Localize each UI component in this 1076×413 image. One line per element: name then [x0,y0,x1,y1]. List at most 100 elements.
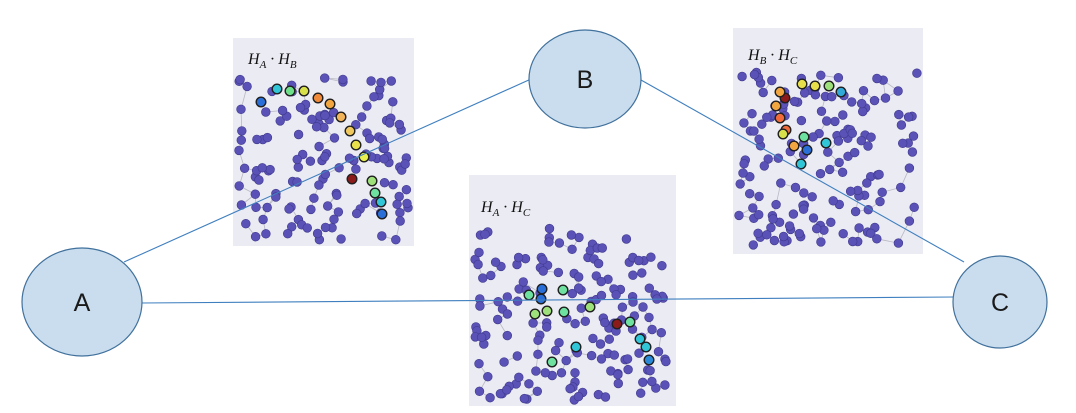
mesh-vertex [540,368,550,378]
highlighted-vertex [558,306,570,318]
highlighted-vertex [774,86,786,98]
mesh-vertex [261,229,271,239]
mesh-vertex [502,292,512,302]
mesh-vertex [277,105,288,116]
mesh-vertex [241,219,251,229]
mesh-vertex [532,386,542,396]
mesh-vertex [908,131,919,141]
highlighted-vertex [611,318,623,330]
mesh-vertex [307,114,317,125]
mesh-vertex [320,110,330,121]
mesh-vertex [566,230,577,240]
mesh-vertex [362,101,372,111]
mesh-vertex [357,112,367,122]
mesh-vertex [576,303,586,313]
mesh-vertex [753,210,764,220]
mesh-vertex [474,247,484,258]
mesh-vertex [596,354,607,364]
highlighted-vertex [312,92,324,104]
highlighted-vertex [284,85,296,97]
mesh-vertex [749,69,760,80]
mesh-vertex [799,88,810,98]
mesh-vertex [533,349,543,359]
mesh-vertex [262,132,273,143]
mesh-vertex [748,240,758,250]
mesh-vertex [528,318,538,328]
mesh-vertex [234,181,244,191]
highlighted-vertex [344,125,356,137]
mesh-vertex [402,198,412,209]
mesh-vertex [759,161,769,171]
mesh-vertex [796,115,807,126]
highlighted-vertex [624,316,636,328]
mesh-vertex [896,120,907,130]
mesh-vertex [600,392,611,402]
panel-bc-right-sub: C [790,55,798,67]
mesh-vertex [475,301,485,311]
mesh-vertex [593,258,604,269]
mesh-vertex [790,182,801,193]
panel-ab-right-sub: B [290,59,297,71]
mesh-vertex [538,255,548,265]
mesh-vertex [336,234,346,244]
mesh-vertex [828,196,838,206]
mesh-vertex [499,357,509,367]
mesh-vertex [314,180,324,190]
mesh-vertex [808,132,818,142]
mesh-vertex [638,377,648,387]
panel-ab-left-symbol: H [247,51,261,68]
mesh-vertex [502,385,512,395]
mesh-vertex [807,192,817,202]
mesh-vertex [816,70,826,81]
panel-bc-left-sub: B [760,55,767,67]
mesh-vertex [311,122,322,132]
mesh-vertex [739,118,749,128]
mesh-vertex [758,87,768,98]
mesh-vertex [866,132,876,142]
mesh-vertex [653,347,664,357]
mesh-vertex [258,214,268,225]
mesh-vertex [302,223,312,233]
mesh-vertex [621,234,632,244]
mesh-vertex [556,368,567,378]
mesh-vertex [544,237,554,247]
edge-b-c [640,79,965,263]
mesh-vertex [656,328,666,338]
mesh-vertex [379,154,389,164]
mesh-vertex [734,210,744,221]
mesh-vertex [647,376,657,387]
mesh-vertex [533,335,543,345]
mesh-vertex [845,186,856,197]
node-b-label: B [577,66,594,94]
mesh-vertex [395,216,405,226]
highlighted-vertex [788,140,800,152]
panel-bc-label: HB · HC [747,47,798,67]
highlighted-vertex [541,305,553,317]
highlighted-vertex [820,137,832,149]
panel-bc-operator: · [770,47,774,64]
highlighted-vertex [643,354,655,366]
mesh-vertex [573,272,584,282]
mesh-vertex [250,189,261,199]
mesh-vertex [377,231,387,241]
mesh-vertex [519,393,530,404]
mesh-vertex [236,104,246,115]
mesh-vertex [493,297,503,307]
mesh-vertex [798,204,809,214]
mesh-vertex [388,180,398,190]
highlighted-vertex [809,80,821,92]
mesh-vertex [262,202,272,213]
panel-ab-left-sub: A [259,59,267,71]
highlighted-vertex [536,283,548,295]
mesh-vertex [635,388,646,398]
mesh-vertex [815,169,826,179]
highlighted-vertex [584,301,596,313]
panel-ab: HA · HB [233,38,414,246]
mesh-vertex [379,178,390,188]
highlighted-vertex [335,111,347,123]
mesh-vertex [872,234,882,244]
mesh-vertex [580,316,590,326]
highlighted-vertex [835,86,847,98]
mesh-vertex [365,133,375,144]
